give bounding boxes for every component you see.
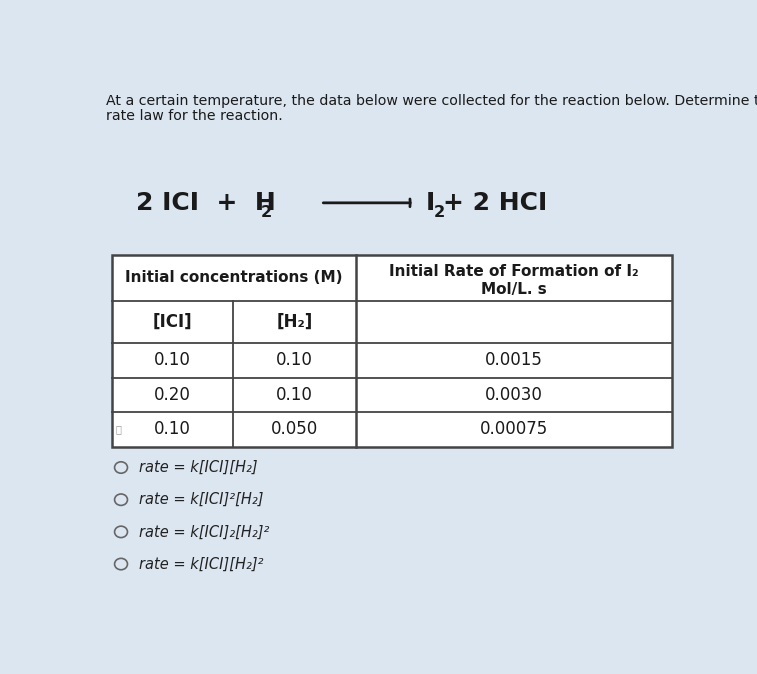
Text: rate = k[ICI]₂[H₂]²: rate = k[ICI]₂[H₂]² bbox=[139, 524, 269, 539]
Text: 2 ICI  +  H: 2 ICI + H bbox=[136, 191, 276, 215]
Text: 0.050: 0.050 bbox=[271, 421, 318, 439]
Text: 🔖: 🔖 bbox=[115, 425, 121, 435]
Text: 0.0015: 0.0015 bbox=[485, 351, 544, 369]
Text: 0.10: 0.10 bbox=[276, 351, 313, 369]
Text: 0.20: 0.20 bbox=[154, 386, 191, 404]
Text: rate law for the reaction.: rate law for the reaction. bbox=[106, 109, 283, 123]
Text: I: I bbox=[426, 191, 435, 215]
Text: Initial concentrations (M): Initial concentrations (M) bbox=[126, 270, 343, 285]
Text: Mol/L. s: Mol/L. s bbox=[481, 282, 547, 297]
Text: At a certain temperature, the data below were collected for the reaction below. : At a certain temperature, the data below… bbox=[106, 94, 757, 108]
Text: [H₂]: [H₂] bbox=[276, 313, 313, 331]
Text: 0.10: 0.10 bbox=[154, 421, 191, 439]
Text: 0.00075: 0.00075 bbox=[480, 421, 548, 439]
Text: rate = k[ICI]²[H₂]: rate = k[ICI]²[H₂] bbox=[139, 492, 263, 508]
Text: rate = k[ICI][H₂]: rate = k[ICI][H₂] bbox=[139, 460, 257, 475]
Text: 0.0030: 0.0030 bbox=[485, 386, 544, 404]
Text: 0.10: 0.10 bbox=[276, 386, 313, 404]
Text: 2: 2 bbox=[434, 205, 445, 220]
Text: + 2 HCI: + 2 HCI bbox=[443, 191, 547, 215]
Text: [ICI]: [ICI] bbox=[153, 313, 192, 331]
Text: Initial Rate of Formation of I₂: Initial Rate of Formation of I₂ bbox=[389, 264, 639, 279]
Text: 2: 2 bbox=[261, 205, 273, 220]
Text: 0.10: 0.10 bbox=[154, 351, 191, 369]
Text: rate = k[ICI][H₂]²: rate = k[ICI][H₂]² bbox=[139, 557, 263, 572]
